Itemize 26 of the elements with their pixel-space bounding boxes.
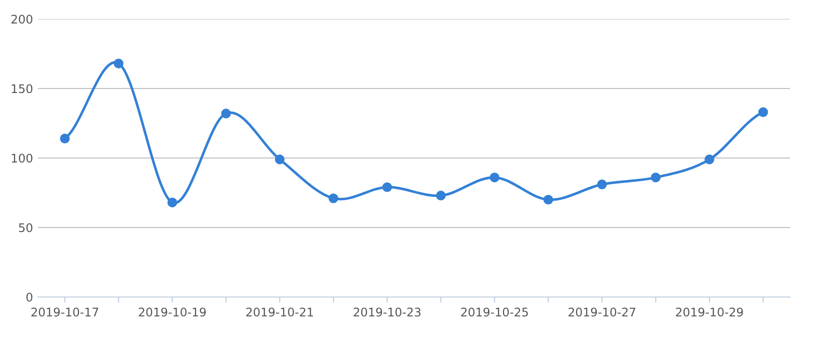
y-tick-label: 100: [12, 154, 32, 163]
point: [704, 154, 714, 164]
x-tick-label: 2019-10-21: [246, 308, 313, 317]
point: [382, 182, 392, 192]
point: [597, 180, 607, 190]
x-tick-label: 2019-10-23: [354, 308, 420, 317]
y-tick-label: 150: [12, 84, 32, 94]
y-tick-label: 0: [26, 292, 32, 302]
point: [490, 172, 500, 182]
point: [543, 194, 554, 205]
point: [436, 190, 446, 200]
x-tick-label: 2019-10-25: [461, 308, 528, 317]
point: [758, 107, 768, 117]
point: [114, 58, 124, 68]
y-tick-label: 200: [11, 14, 32, 24]
x-tick-label: 2019-10-19: [138, 308, 206, 317]
x-tick-label: 2019-10-29: [676, 308, 743, 317]
y-tick-label: 50: [19, 223, 32, 232]
point: [328, 193, 338, 204]
point: [650, 172, 661, 182]
x-tick-label: 2019-10-17: [31, 308, 98, 317]
point: [274, 154, 285, 164]
x-tick-label: 2019-10-27: [568, 308, 636, 317]
point: [60, 134, 70, 144]
point: [221, 108, 231, 118]
point: [167, 198, 178, 208]
